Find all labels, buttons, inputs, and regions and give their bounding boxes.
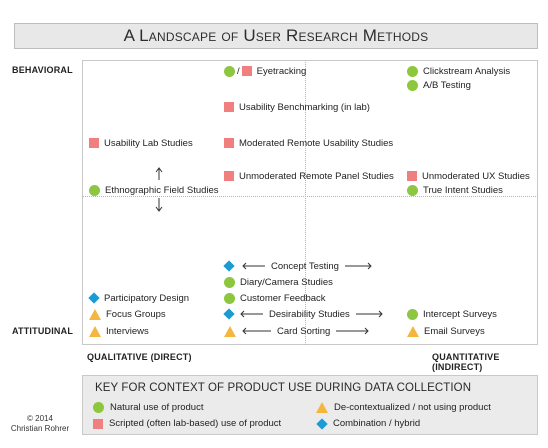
method-diary-camera-studies: Diary/Camera Studies	[224, 276, 333, 288]
natural-use-circle-icon	[224, 292, 235, 304]
axis-label-qualitative: QUALITATIVE (DIRECT)	[87, 352, 192, 362]
scripted-use-square-icon	[224, 102, 234, 112]
scripted-use-square-icon	[224, 138, 234, 148]
copyright-author: Christian Rohrer	[10, 424, 70, 433]
landscape-plot-area	[82, 60, 538, 345]
method-label: Moderated Remote Usability Studies	[239, 137, 394, 149]
method-label: Eyetracking	[256, 65, 307, 77]
legend-label: Combination / hybrid	[333, 418, 421, 429]
method-label: Intercept Surveys	[423, 308, 497, 320]
decontextualized-triangle-icon	[316, 402, 328, 413]
scripted-use-square-icon	[89, 138, 99, 148]
horizontal-center-gridline	[82, 196, 538, 197]
left-arrow-icon	[242, 327, 271, 335]
method-label: Concept Testing	[271, 260, 339, 272]
method-email-surveys: Email Surveys	[407, 325, 485, 337]
method-label: Card Sorting	[277, 325, 331, 337]
scripted-use-square-icon	[93, 418, 103, 429]
combination-diamond-icon	[223, 308, 235, 320]
page-title: A Landscape of User Research Methods	[123, 26, 429, 45]
method-desirability-studies: Desirability Studies	[223, 308, 383, 320]
method-focus-groups: Focus Groups	[89, 308, 166, 320]
legend-item-natural: Natural use of product	[93, 402, 203, 413]
copyright-notice: © 2014 Christian Rohrer	[10, 414, 70, 434]
method-unmoderated-remote-panel: Unmoderated Remote Panel Studies	[224, 170, 394, 182]
method-moderated-remote-usability: Moderated Remote Usability Studies	[224, 137, 393, 149]
natural-use-circle-icon	[407, 184, 418, 196]
legend-item-scripted: Scripted (often lab-based) use of produc…	[93, 418, 281, 429]
method-usability-lab-studies: Usability Lab Studies	[89, 137, 193, 149]
vertical-range-arrow-icon	[155, 167, 163, 212]
legend-item-combination: Combination / hybrid	[316, 417, 421, 430]
natural-use-circle-icon	[407, 79, 418, 91]
method-label: Interviews	[106, 325, 149, 337]
decontextualized-triangle-icon	[224, 325, 236, 337]
vertical-center-gridline	[305, 60, 306, 345]
method-label: Usability Lab Studies	[104, 137, 193, 149]
marker-separator: /	[237, 65, 240, 77]
method-true-intent-studies: True Intent Studies	[407, 184, 503, 196]
natural-use-circle-icon	[93, 402, 104, 413]
decontextualized-triangle-icon	[407, 325, 419, 337]
combination-diamond-icon	[88, 292, 100, 304]
method-label: Desirability Studies	[269, 308, 350, 320]
method-label: True Intent Studies	[423, 184, 503, 196]
legend-title: KEY FOR CONTEXT OF PRODUCT USE DURING DA…	[95, 382, 472, 394]
method-clickstream-analysis: Clickstream Analysis	[407, 65, 510, 77]
legend-label: Natural use of product	[110, 402, 204, 413]
method-card-sorting: Card Sorting	[224, 325, 370, 337]
method-label: Email Surveys	[424, 325, 485, 337]
method-unmoderated-ux-studies: Unmoderated UX Studies	[407, 170, 530, 182]
legend-label: De-contextualized / not using product	[334, 402, 491, 413]
natural-use-circle-icon	[224, 276, 235, 288]
natural-use-circle-icon	[407, 308, 418, 320]
method-participatory-design: Participatory Design	[88, 292, 190, 304]
natural-use-circle-icon	[224, 65, 235, 77]
method-eyetracking: / Eyetracking	[224, 65, 306, 77]
method-label: Customer Feedback	[240, 292, 326, 304]
method-label: Diary/Camera Studies	[240, 276, 333, 288]
left-arrow-icon	[242, 262, 265, 270]
right-arrow-icon	[355, 310, 383, 318]
axis-label-quantitative: QUANTITATIVE (INDIRECT)	[432, 352, 500, 372]
title-banner: A Landscape of User Research Methods	[14, 23, 538, 49]
method-intercept-surveys: Intercept Surveys	[407, 308, 497, 320]
axis-label-behavioral: BEHAVIORAL	[12, 65, 73, 75]
method-ab-testing: A/B Testing	[407, 79, 471, 91]
natural-use-circle-icon	[89, 184, 100, 196]
right-arrow-icon	[336, 327, 370, 335]
method-label: Focus Groups	[106, 308, 166, 320]
left-arrow-icon	[240, 310, 263, 318]
method-customer-feedback: Customer Feedback	[224, 292, 326, 304]
decontextualized-triangle-icon	[89, 308, 101, 320]
axis-label-attitudinal: ATTITUDINAL	[12, 326, 74, 336]
method-label: Unmoderated UX Studies	[422, 170, 530, 182]
scripted-use-square-icon	[241, 66, 252, 76]
natural-use-circle-icon	[407, 65, 418, 77]
method-usability-benchmarking: Usability Benchmarking (in lab)	[224, 101, 370, 113]
scripted-use-square-icon	[224, 171, 234, 181]
copyright-year: © 2014	[27, 414, 53, 423]
method-label: Ethnographic Field Studies	[105, 184, 219, 196]
method-concept-testing: Concept Testing	[223, 260, 372, 272]
method-label: Participatory Design	[104, 292, 190, 304]
right-arrow-icon	[344, 262, 372, 270]
legend-box: KEY FOR CONTEXT OF PRODUCT USE DURING DA…	[82, 375, 538, 435]
method-label: Clickstream Analysis	[423, 65, 511, 77]
combination-diamond-icon	[316, 417, 328, 430]
legend-label: Scripted (often lab-based) use of produc…	[109, 418, 282, 429]
method-interviews: Interviews	[89, 325, 149, 337]
scripted-use-square-icon	[407, 171, 417, 181]
legend-item-decontextualized: De-contextualized / not using product	[316, 402, 491, 413]
method-ethnographic-field-studies: Ethnographic Field Studies	[89, 184, 219, 196]
combination-diamond-icon	[223, 260, 235, 272]
method-label: Usability Benchmarking (in lab)	[239, 101, 370, 113]
method-label: A/B Testing	[423, 79, 471, 91]
decontextualized-triangle-icon	[89, 325, 101, 337]
method-label: Unmoderated Remote Panel Studies	[239, 170, 394, 182]
